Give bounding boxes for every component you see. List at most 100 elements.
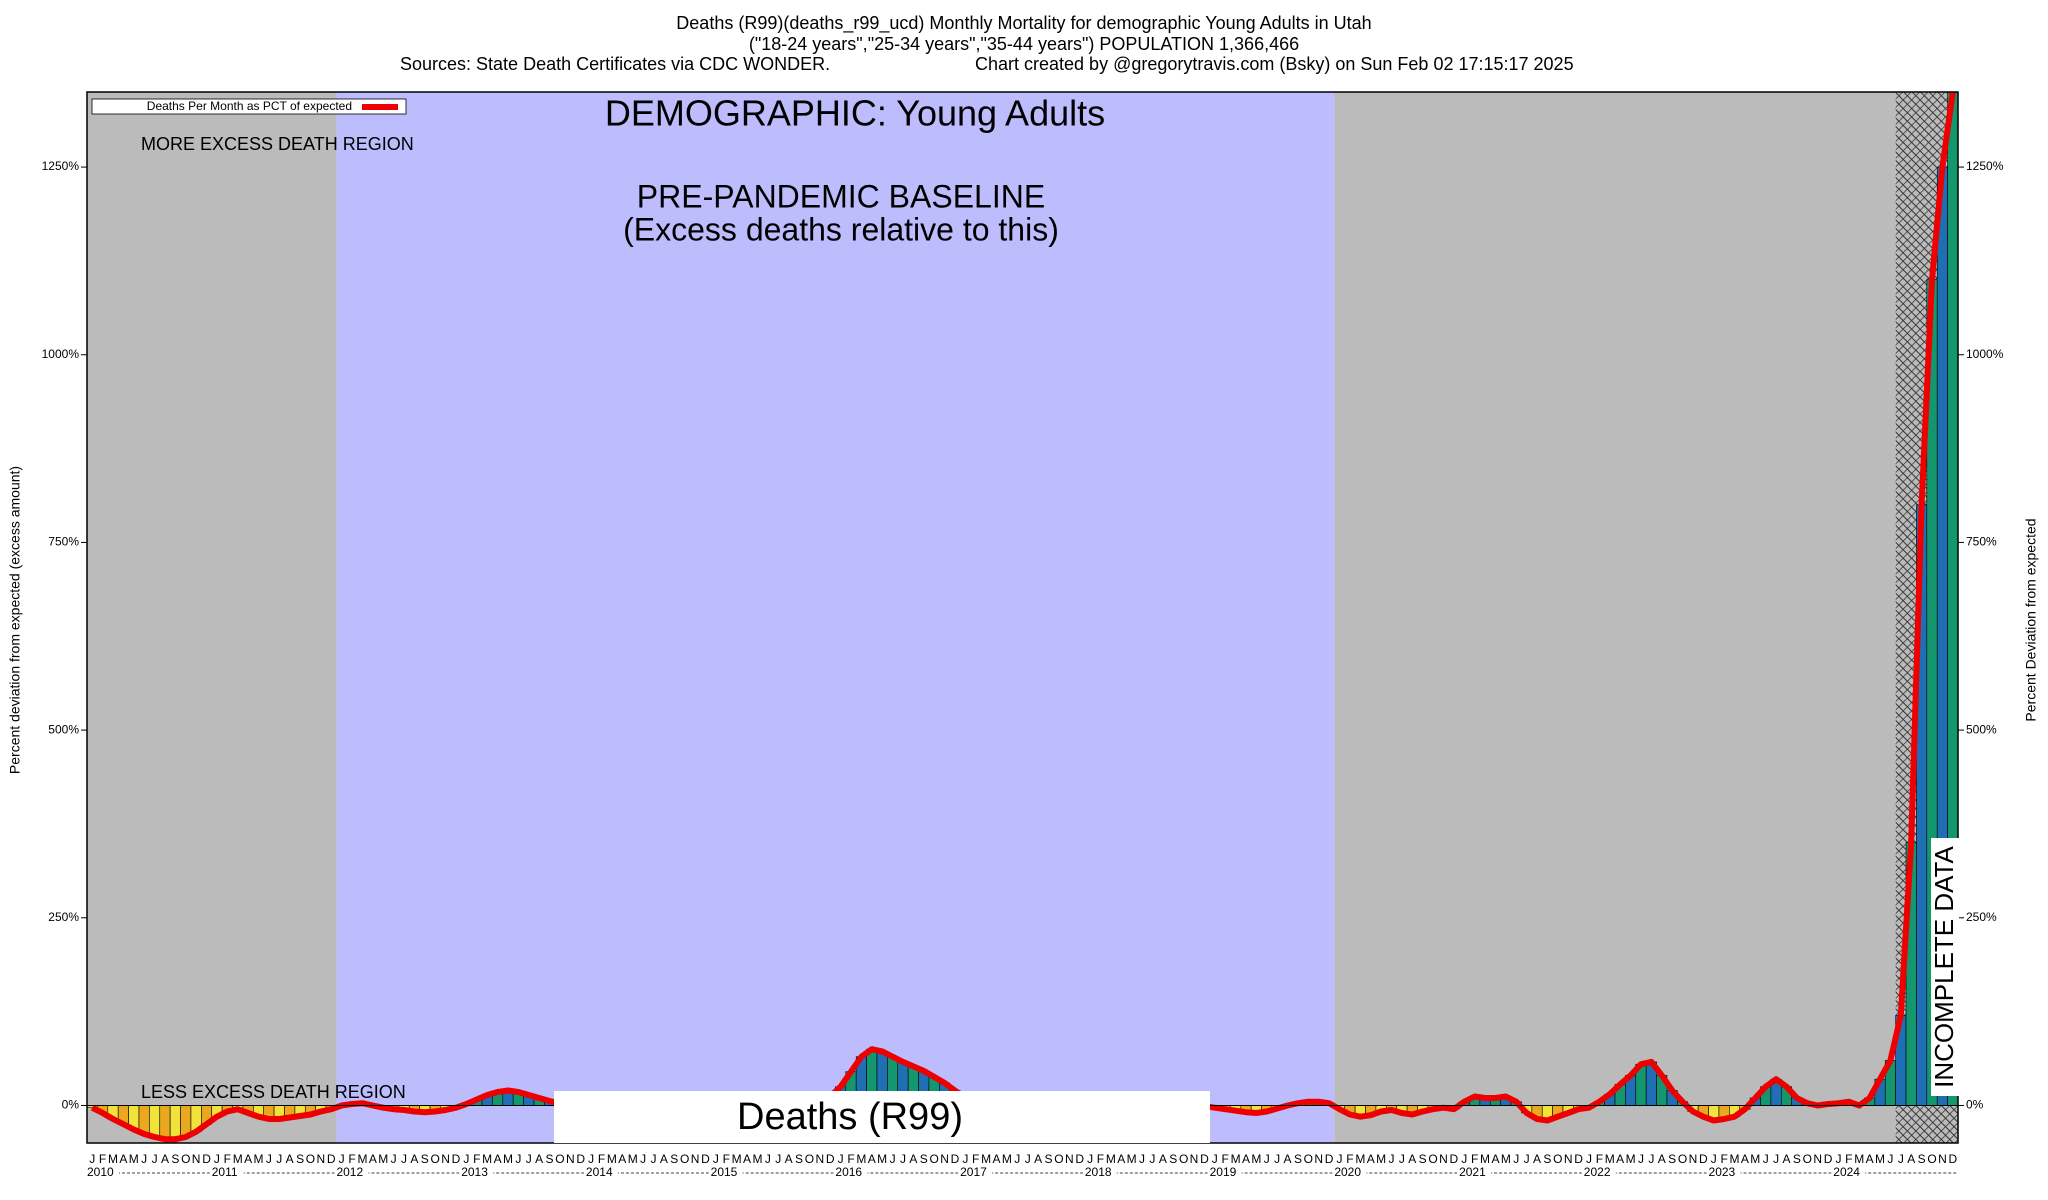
x-tick-label: J xyxy=(214,1152,220,1166)
x-tick-label: J xyxy=(1264,1152,1270,1166)
x-tick-label: A xyxy=(1907,1152,1915,1166)
x-tick-label: M xyxy=(1480,1152,1490,1166)
x-tick-label: M xyxy=(254,1152,264,1166)
x-tick-label: S xyxy=(546,1152,554,1166)
x-tick-label: A xyxy=(244,1152,252,1166)
year-bg xyxy=(1082,1165,1117,1181)
y-tick-label: 1250% xyxy=(42,159,80,173)
x-tick-label: A xyxy=(1616,1152,1624,1166)
x-tick-label: M xyxy=(1355,1152,1365,1166)
x-tick-label: M xyxy=(1251,1152,1261,1166)
cause-label: Deaths (R99) xyxy=(737,1096,963,1138)
year-label: 2012 xyxy=(336,1165,363,1179)
x-tick-label: M xyxy=(1626,1152,1636,1166)
y-axis-label: Percent deviation from expected (excess … xyxy=(7,466,23,774)
x-tick-label: M xyxy=(877,1152,887,1166)
x-tick-label: S xyxy=(421,1152,429,1166)
x-tick-label: J xyxy=(1337,1152,1343,1166)
region-gray xyxy=(87,92,337,1143)
x-tick-label: A xyxy=(1533,1152,1541,1166)
x-tick-label: A xyxy=(1117,1152,1125,1166)
x-tick-label: M xyxy=(129,1152,139,1166)
x-tick-label: J xyxy=(266,1152,272,1166)
x-tick-label: J xyxy=(1887,1152,1893,1166)
year-label: 2023 xyxy=(1709,1165,1736,1179)
x-tick-label: M xyxy=(732,1152,742,1166)
x-tick-label: A xyxy=(369,1152,377,1166)
x-tick-label: J xyxy=(765,1152,771,1166)
x-tick-label: J xyxy=(1763,1152,1769,1166)
region-baseline xyxy=(336,92,1335,1143)
year-bg xyxy=(583,1165,618,1181)
year-bg xyxy=(1207,1165,1242,1181)
x-tick-label: O xyxy=(555,1152,564,1166)
x-tick-label: J xyxy=(1524,1152,1530,1166)
y2-tick-label: 250% xyxy=(1966,910,1997,924)
x-tick-label: J xyxy=(1586,1152,1592,1166)
x-tick-label: O xyxy=(1428,1152,1437,1166)
x-tick-label: F xyxy=(348,1152,355,1166)
x-tick-label: F xyxy=(1471,1152,1478,1166)
x-tick-label: A xyxy=(1866,1152,1874,1166)
year-bg xyxy=(1457,1165,1492,1181)
x-tick-label: M xyxy=(233,1152,243,1166)
x-tick-label: N xyxy=(1813,1152,1822,1166)
x-tick-label: J xyxy=(401,1152,407,1166)
title: Deaths (R99)(deaths_r99_ucd) Monthly Mor… xyxy=(676,13,1371,34)
x-tick-label: J xyxy=(276,1152,282,1166)
x-tick-label: S xyxy=(171,1152,179,1166)
x-tick-label: J xyxy=(1638,1152,1644,1166)
baseline-label: PRE-PANDEMIC BASELINE xyxy=(637,178,1045,214)
x-tick-label: M xyxy=(1376,1152,1386,1166)
year-label: 2021 xyxy=(1459,1165,1486,1179)
x-tick-label: N xyxy=(441,1152,450,1166)
x-tick-label: J xyxy=(463,1152,469,1166)
x-tick-label: M xyxy=(1127,1152,1137,1166)
x-tick-label: J xyxy=(1711,1152,1717,1166)
y-tick-label: 500% xyxy=(48,722,79,736)
year-label: 2016 xyxy=(835,1165,862,1179)
year-label: 2014 xyxy=(586,1165,613,1179)
y2-tick-label: 500% xyxy=(1966,722,1997,736)
x-tick-label: A xyxy=(1491,1152,1499,1166)
year-label: 2018 xyxy=(1085,1165,1112,1179)
y-tick-label: 750% xyxy=(48,535,79,549)
x-tick-label: A xyxy=(1242,1152,1250,1166)
x-tick-label: M xyxy=(378,1152,388,1166)
x-tick-label: J xyxy=(1212,1152,1218,1166)
year-label: 2013 xyxy=(461,1165,488,1179)
x-tick-label: J xyxy=(588,1152,594,1166)
x-tick-label: D xyxy=(1699,1152,1708,1166)
x-tick-label: A xyxy=(286,1152,294,1166)
x-tick-label: S xyxy=(1668,1152,1676,1166)
x-tick-label: J xyxy=(339,1152,345,1166)
x-tick-label: S xyxy=(795,1152,803,1166)
baseline-note: (Excess deaths relative to this) xyxy=(623,211,1059,247)
x-tick-label: A xyxy=(1367,1152,1375,1166)
year-label: 2015 xyxy=(711,1165,738,1179)
x-tick-label: N xyxy=(192,1152,201,1166)
x-tick-label: O xyxy=(1678,1152,1687,1166)
year-bg xyxy=(1332,1165,1367,1181)
x-tick-label: A xyxy=(410,1152,418,1166)
year-bg xyxy=(209,1165,244,1181)
x-tick-label: A xyxy=(161,1152,169,1166)
x-tick-label: J xyxy=(650,1152,656,1166)
x-tick-label: S xyxy=(1169,1152,1177,1166)
x-tick-label: J xyxy=(1835,1152,1841,1166)
x-tick-label: A xyxy=(535,1152,543,1166)
x-tick-label: J xyxy=(1139,1152,1145,1166)
x-tick-label: S xyxy=(1793,1152,1801,1166)
x-tick-label: A xyxy=(1782,1152,1790,1166)
x-tick-label: A xyxy=(909,1152,917,1166)
x-tick-label: J xyxy=(1513,1152,1519,1166)
legend-label: Deaths Per Month as PCT of expected xyxy=(147,99,352,113)
x-tick-label: D xyxy=(701,1152,710,1166)
x-tick-label: M xyxy=(1501,1152,1511,1166)
x-tick-label: D xyxy=(327,1152,336,1166)
x-tick-label: A xyxy=(660,1152,668,1166)
x-tick-label: F xyxy=(972,1152,979,1166)
year-label: 2024 xyxy=(1833,1165,1860,1179)
x-tick-label: D xyxy=(576,1152,585,1166)
